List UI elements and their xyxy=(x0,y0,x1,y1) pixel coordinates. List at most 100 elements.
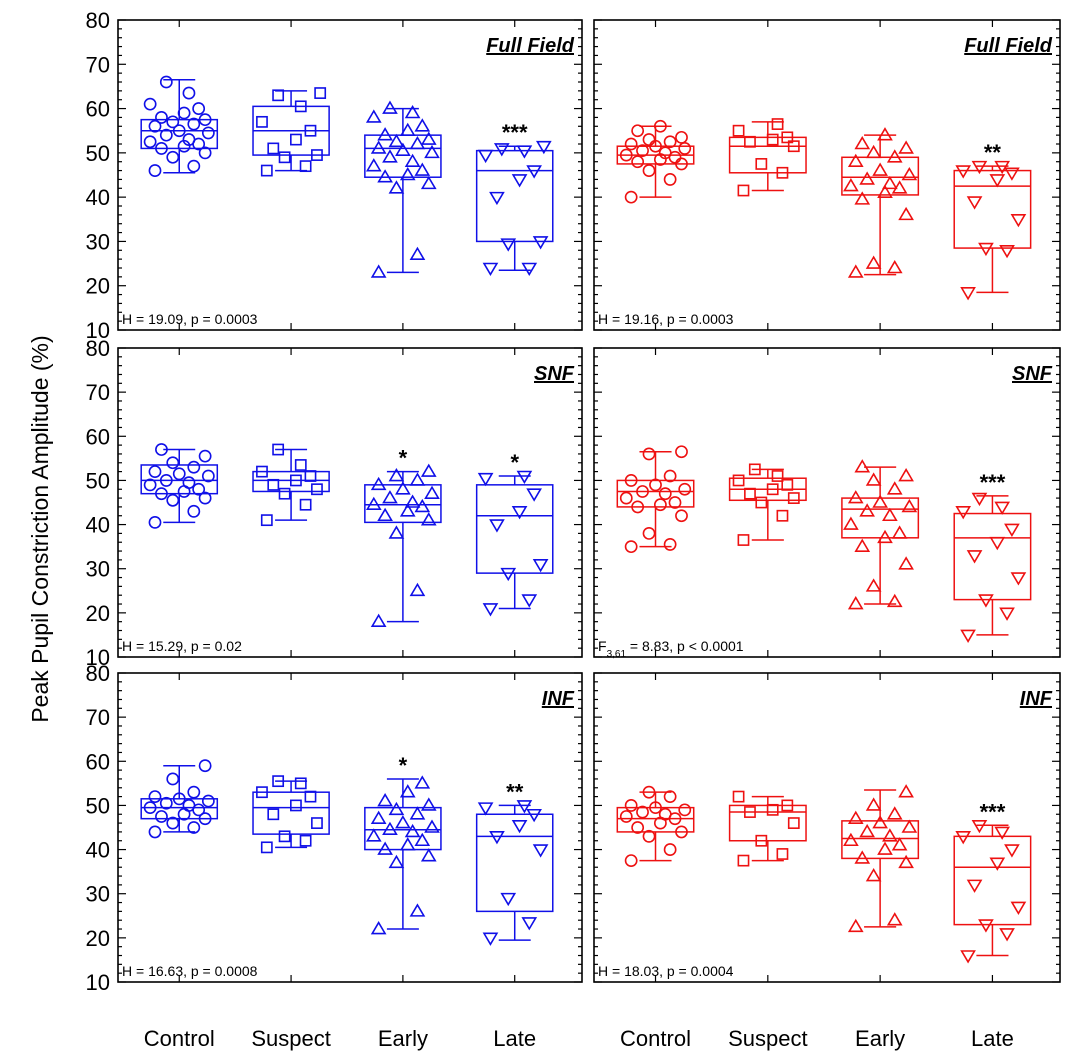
data-point xyxy=(420,131,437,145)
data-point xyxy=(526,808,542,823)
data-point xyxy=(898,467,914,482)
data-point xyxy=(675,825,688,839)
chart-panel-1: 80 70 60 50 40 30 20 10 Full Field H = 19.09, p =… xyxy=(86,8,583,343)
box-iqr xyxy=(475,484,554,574)
data-point xyxy=(663,790,677,803)
data-point xyxy=(143,801,157,815)
data-point xyxy=(624,799,638,812)
significance-marker: ** xyxy=(506,779,524,804)
data-point xyxy=(971,819,988,834)
data-point xyxy=(182,133,196,146)
box-iqr xyxy=(252,470,330,493)
data-point xyxy=(370,810,387,824)
y-tick-label: 80 xyxy=(86,336,110,361)
data-point xyxy=(854,538,871,552)
y-tick-label: 70 xyxy=(86,380,110,405)
data-point xyxy=(966,550,983,564)
data-point xyxy=(370,264,387,278)
data-point xyxy=(143,97,157,111)
data-point xyxy=(532,558,549,573)
data-point xyxy=(766,483,779,496)
data-point xyxy=(267,478,280,491)
data-point xyxy=(966,879,983,893)
data-point xyxy=(898,140,914,154)
data-point xyxy=(198,449,212,463)
y-tick-label: 40 xyxy=(86,185,110,210)
significance-marker: * xyxy=(399,446,408,471)
data-point xyxy=(978,242,994,257)
data-point xyxy=(294,100,307,113)
data-point xyxy=(882,828,898,842)
box-group-early: * xyxy=(364,446,442,627)
x-category-label: Late xyxy=(493,1026,536,1051)
data-point xyxy=(532,844,549,858)
chart-panel-2: Full Field H = 19.16, p = 0.0003 ** xyxy=(593,19,1061,331)
box-iqr xyxy=(953,169,1032,249)
data-point xyxy=(377,127,393,141)
y-tick-label: 60 xyxy=(86,749,110,774)
box-group-control xyxy=(616,119,695,204)
y-tick-label: 60 xyxy=(86,97,110,122)
y-tick-label: 20 xyxy=(86,601,110,626)
data-point xyxy=(143,135,157,149)
y-tick-label: 10 xyxy=(86,645,110,670)
data-point xyxy=(668,496,682,509)
data-point xyxy=(424,485,440,499)
data-point xyxy=(865,144,882,159)
significance-marker: * xyxy=(510,450,519,475)
data-point xyxy=(663,538,677,551)
data-point xyxy=(748,463,761,476)
data-point xyxy=(891,837,908,851)
box-group-suspect xyxy=(728,790,807,867)
data-point xyxy=(370,613,387,627)
box-iqr xyxy=(616,806,695,833)
data-point xyxy=(886,481,903,495)
x-category-label: Late xyxy=(971,1026,1014,1051)
data-point xyxy=(414,118,431,132)
data-point xyxy=(877,841,893,855)
box-group-control xyxy=(140,443,219,529)
data-point xyxy=(859,503,875,517)
data-point xyxy=(272,89,285,102)
data-point xyxy=(166,456,180,470)
data-point xyxy=(395,481,411,495)
data-point xyxy=(901,819,918,833)
data-point xyxy=(658,807,672,821)
data-point xyxy=(631,155,645,169)
data-point xyxy=(781,131,794,144)
y-axis-label: Peak Pupil Constriction Amplitude (%) xyxy=(27,335,53,722)
data-point xyxy=(535,140,552,155)
data-point xyxy=(989,174,1006,188)
data-point xyxy=(260,514,273,527)
data-point xyxy=(642,829,656,843)
data-point xyxy=(278,487,291,500)
y-tick-label: 80 xyxy=(86,8,110,33)
y-tick-label: 40 xyxy=(86,838,110,863)
data-point xyxy=(624,540,638,554)
data-point xyxy=(159,128,173,142)
data-point xyxy=(294,777,307,790)
box-iqr xyxy=(953,512,1032,601)
data-point xyxy=(424,819,440,833)
data-point xyxy=(994,160,1011,175)
data-point xyxy=(365,158,382,172)
data-point xyxy=(744,487,756,500)
data-point xyxy=(663,173,677,186)
data-point xyxy=(198,491,212,505)
data-point xyxy=(999,244,1015,259)
data-point xyxy=(155,810,168,823)
data-point xyxy=(901,498,918,513)
data-point xyxy=(404,823,421,838)
data-point xyxy=(388,525,405,539)
data-point xyxy=(744,135,756,148)
data-point xyxy=(377,792,393,807)
data-point xyxy=(624,474,638,487)
data-point xyxy=(482,603,499,617)
chart-panel-4: SNF F3,61 = 8.83, p < 0.0001 *** xyxy=(593,347,1061,660)
data-point xyxy=(854,135,871,150)
data-point xyxy=(187,460,201,474)
box-group-suspect xyxy=(728,118,807,197)
data-point xyxy=(201,126,215,140)
data-point xyxy=(370,140,387,154)
data-point xyxy=(771,118,784,130)
